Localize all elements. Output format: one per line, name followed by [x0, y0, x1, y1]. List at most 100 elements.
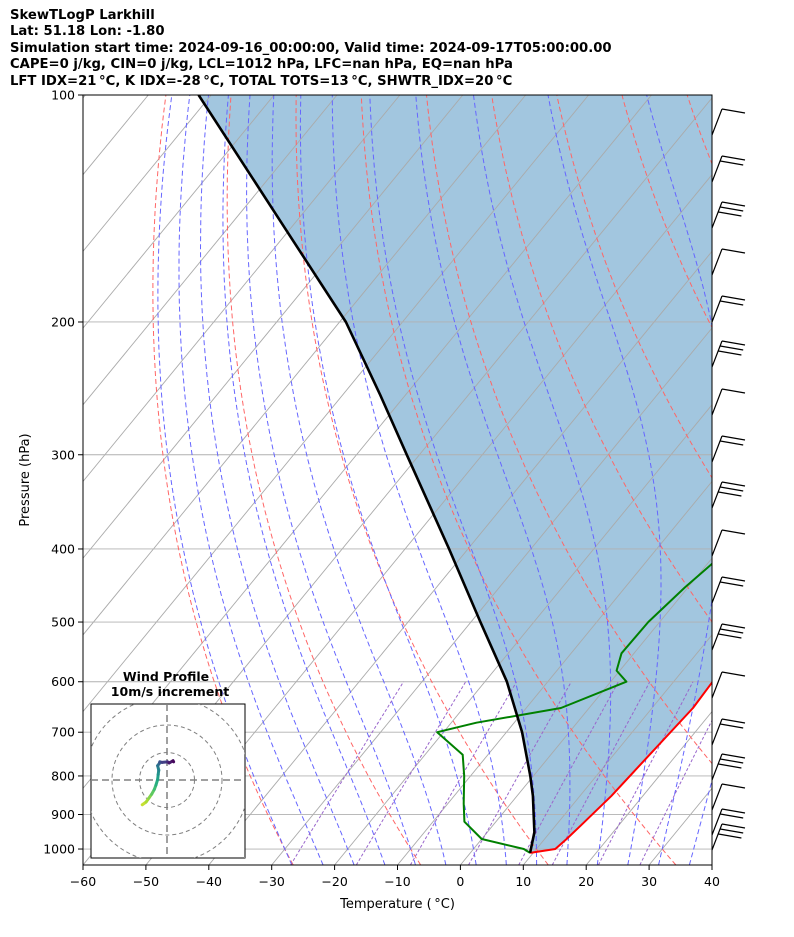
hodograph-segment — [171, 759, 176, 764]
dry-adiabat-line — [360, 95, 677, 865]
mixing-ratio-line — [597, 681, 694, 865]
wind-barb-staff — [711, 823, 723, 851]
wind-barb-icon — [711, 823, 746, 851]
wind-barb-staff — [711, 623, 723, 651]
wind-barb-flag — [721, 823, 746, 829]
dry-adiabat-line — [295, 95, 549, 865]
wind-barb-flag — [721, 435, 746, 441]
parcel-profile — [197, 95, 536, 854]
wind-barb-icon — [711, 435, 746, 463]
title-line-2: Lat: 51.18 Lon: -1.80 — [10, 24, 165, 40]
dry-adiabat-line — [752, 95, 794, 865]
isotherm-line — [83, 95, 275, 329]
hodograph-plot — [91, 704, 245, 858]
wind-barb-icon — [711, 201, 746, 229]
wind-barb-icon — [711, 718, 746, 746]
isotherm-line — [208, 250, 712, 865]
wind-barb-flag — [720, 440, 744, 446]
wind-barb-flag — [721, 340, 746, 346]
wind-barb-icon — [711, 576, 746, 604]
isotherm-line — [271, 327, 712, 865]
y-tick-label: 400 — [51, 541, 75, 556]
y-tick-label: 500 — [51, 615, 75, 630]
wind-barb-flag — [718, 350, 742, 356]
wind-barb-flag — [720, 723, 744, 729]
moist-adiabat-line — [369, 95, 538, 865]
wind-barb-icon — [711, 623, 746, 651]
title-line-4: CAPE=0 j/kg, CIN=0 j/kg, LCL=1012 hPa, L… — [10, 57, 513, 73]
wind-barb-icon — [711, 248, 746, 276]
moist-adiabat-line — [199, 95, 355, 865]
wind-barb-flag — [720, 300, 744, 306]
mixing-ratio-line — [639, 719, 712, 865]
wind-barb-flag — [718, 211, 742, 217]
x-tick-label: −30 — [259, 874, 285, 889]
y-tick-label: 200 — [51, 314, 75, 329]
wind-barb-flag — [720, 581, 744, 587]
y-tick-label: 700 — [51, 725, 75, 740]
wind-barb-flag — [720, 628, 744, 634]
moist-adiabat-line — [299, 95, 477, 865]
wind-barb-staff — [711, 201, 723, 229]
wind-barb-icon — [711, 529, 746, 557]
wind-barb-flag — [720, 828, 744, 834]
hodograph-frame — [90, 703, 246, 859]
wind-barb-staff — [711, 529, 723, 557]
wind-barb-staff — [711, 808, 723, 836]
wind-barb-flag — [721, 753, 746, 759]
wind-barb-icon — [711, 808, 746, 836]
x-tick-label: −40 — [196, 874, 222, 889]
x-tick-label: −10 — [384, 874, 410, 889]
wind-barb-staff — [711, 388, 723, 416]
cape-cin-shading — [198, 95, 712, 853]
chart-title-block: SkewTLogP Larkhill Lat: 51.18 Lon: -1.80… — [10, 8, 612, 90]
moist-adiabat-line — [271, 95, 447, 865]
moist-adiabat-line — [331, 95, 507, 865]
dry-adiabat-line — [152, 95, 294, 865]
wind-barb-flag — [721, 108, 746, 114]
moist-adiabat-line — [178, 95, 324, 865]
wind-barb-icon — [711, 671, 746, 699]
isotherm-line — [83, 95, 589, 713]
isotherm-line — [83, 95, 401, 483]
wind-barb-flag — [721, 623, 746, 629]
wind-barb-icon — [711, 388, 746, 416]
isotherm-line — [83, 95, 86, 99]
mixing-ratio-line — [468, 681, 572, 865]
plot-frame — [82, 94, 713, 866]
y-tick-label: 300 — [51, 447, 75, 462]
moist-adiabat-line — [246, 95, 416, 865]
wind-barb-flag — [721, 576, 746, 582]
hodograph-ring — [111, 724, 223, 836]
wind-barb-flag — [720, 813, 744, 819]
wind-barb-staff — [711, 481, 723, 509]
isotherm-line — [83, 95, 338, 406]
dewpoint-profile — [436, 562, 712, 854]
wind-barb-flag — [721, 783, 746, 789]
hodograph-title: Wind Profile — [123, 669, 209, 684]
moist-adiabat-line — [720, 95, 794, 865]
isotherm-line — [711, 864, 712, 865]
y-tick-label: 100 — [51, 88, 75, 103]
wind-barb-flag — [721, 808, 746, 814]
wind-barb-flag — [721, 671, 746, 677]
wind-barb-flag — [720, 206, 744, 212]
isotherm-line — [83, 95, 212, 253]
y-tick-label: 900 — [51, 807, 75, 822]
wind-barb-staff — [711, 576, 723, 604]
wind-barb-icon — [711, 340, 746, 368]
wind-barb-flag — [718, 633, 742, 639]
isotherm-line — [334, 404, 712, 865]
dry-adiabat-line — [426, 95, 712, 765]
wind-barb-flag — [720, 486, 744, 492]
wind-barb-staff — [711, 671, 723, 699]
wind-barb-icon — [711, 295, 746, 323]
wind-barb-flag — [718, 833, 742, 839]
title-line-5: LFT IDX=21 °C, K IDX=-28 °C, TOTAL TOTS=… — [10, 73, 513, 89]
wind-barb-flag — [721, 481, 746, 487]
wind-barb-flag — [721, 248, 746, 254]
title-line-1: SkewTLogP Larkhill — [10, 8, 155, 23]
y-axis-label: Pressure (hPa) — [18, 433, 33, 526]
wind-barb-flag — [720, 345, 744, 351]
